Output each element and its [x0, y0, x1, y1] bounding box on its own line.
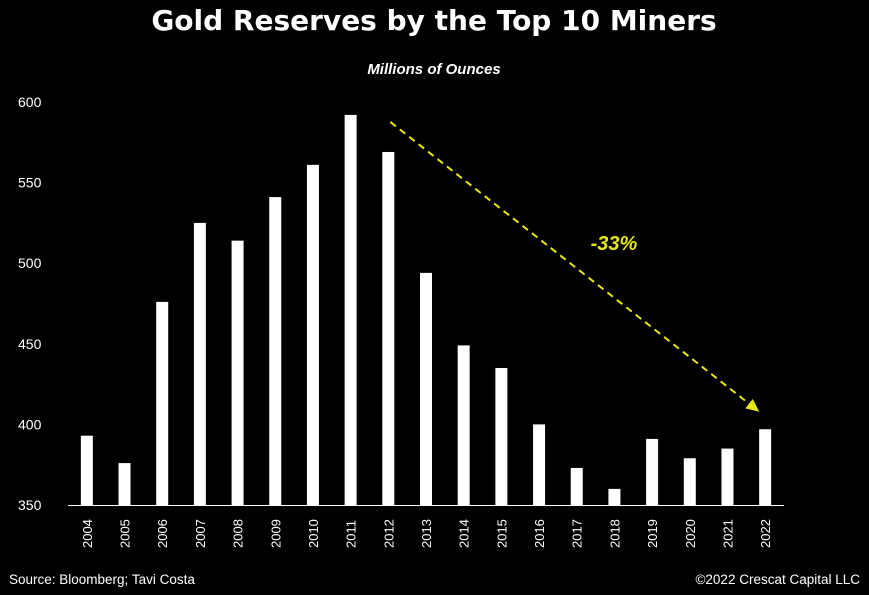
bar-2016	[533, 424, 546, 505]
y-tick-label: 550	[18, 175, 42, 191]
x-tick-label: 2022	[758, 519, 773, 548]
x-tick-label: 2007	[193, 519, 208, 548]
x-tick-label: 2018	[607, 519, 622, 548]
bar-2011	[344, 114, 357, 506]
x-tick-label: 2008	[231, 519, 246, 548]
bar-2014	[457, 345, 470, 505]
chart-subtitle: Millions of Ounces	[367, 61, 500, 78]
y-tick-label: 500	[18, 255, 42, 271]
x-tick-label: 2019	[645, 519, 660, 548]
bar-2004	[80, 435, 93, 505]
y-tick-label: 400	[18, 416, 42, 432]
bar-2009	[269, 197, 282, 505]
bar-2005	[118, 463, 131, 505]
trend-label: -33%	[591, 233, 638, 255]
y-tick-label: 350	[18, 497, 42, 513]
x-axis-ticks: 2004 2005 2006 2007 2008 2009 2010 2011 2012 2013…	[80, 519, 773, 548]
x-tick-label: 2010	[306, 519, 321, 548]
x-tick-label: 2021	[720, 519, 735, 548]
chart-title: Gold Reserves by the Top 10 Miners	[151, 4, 716, 37]
y-tick-label: 450	[18, 336, 42, 352]
trend-arrow	[389, 121, 757, 411]
x-tick-label: 2006	[155, 519, 170, 548]
bar-2021	[721, 448, 734, 505]
bar-2006	[156, 301, 169, 505]
x-tick-label: 2009	[268, 519, 283, 548]
bar-2022	[759, 429, 772, 505]
trend-arrowhead	[745, 398, 760, 412]
x-tick-label: 2011	[344, 520, 359, 548]
bar-2012	[382, 151, 395, 506]
bar-2010	[306, 164, 319, 506]
x-tick-label: 2016	[532, 519, 547, 548]
y-axis-ticks: 350 400 450 500 550 600	[18, 94, 42, 513]
x-tick-label: 2014	[457, 519, 472, 548]
bar-2013	[420, 272, 432, 505]
y-tick-label: 600	[18, 94, 42, 110]
bar-2018	[608, 488, 621, 505]
x-tick-label: 2004	[80, 519, 95, 548]
x-tick-label: 2013	[419, 519, 434, 548]
bar-2017	[570, 467, 583, 505]
bar-2007	[193, 222, 206, 505]
bar-2020	[683, 458, 696, 505]
bar-2019	[646, 438, 659, 505]
source-note: Source: Bloomberg; Tavi Costa	[9, 572, 195, 587]
trend-annotation: -33%	[389, 121, 760, 412]
x-tick-label: 2020	[683, 519, 698, 548]
bar-2008	[231, 240, 244, 505]
bar-2015	[495, 367, 508, 505]
x-tick-label: 2017	[570, 519, 585, 548]
x-tick-label: 2015	[494, 519, 509, 548]
x-tick-label: 2005	[118, 519, 133, 548]
bars	[80, 114, 772, 506]
x-tick-label: 2012	[381, 519, 396, 548]
copyright-note: ©2022 Crescat Capital LLC	[695, 572, 860, 587]
